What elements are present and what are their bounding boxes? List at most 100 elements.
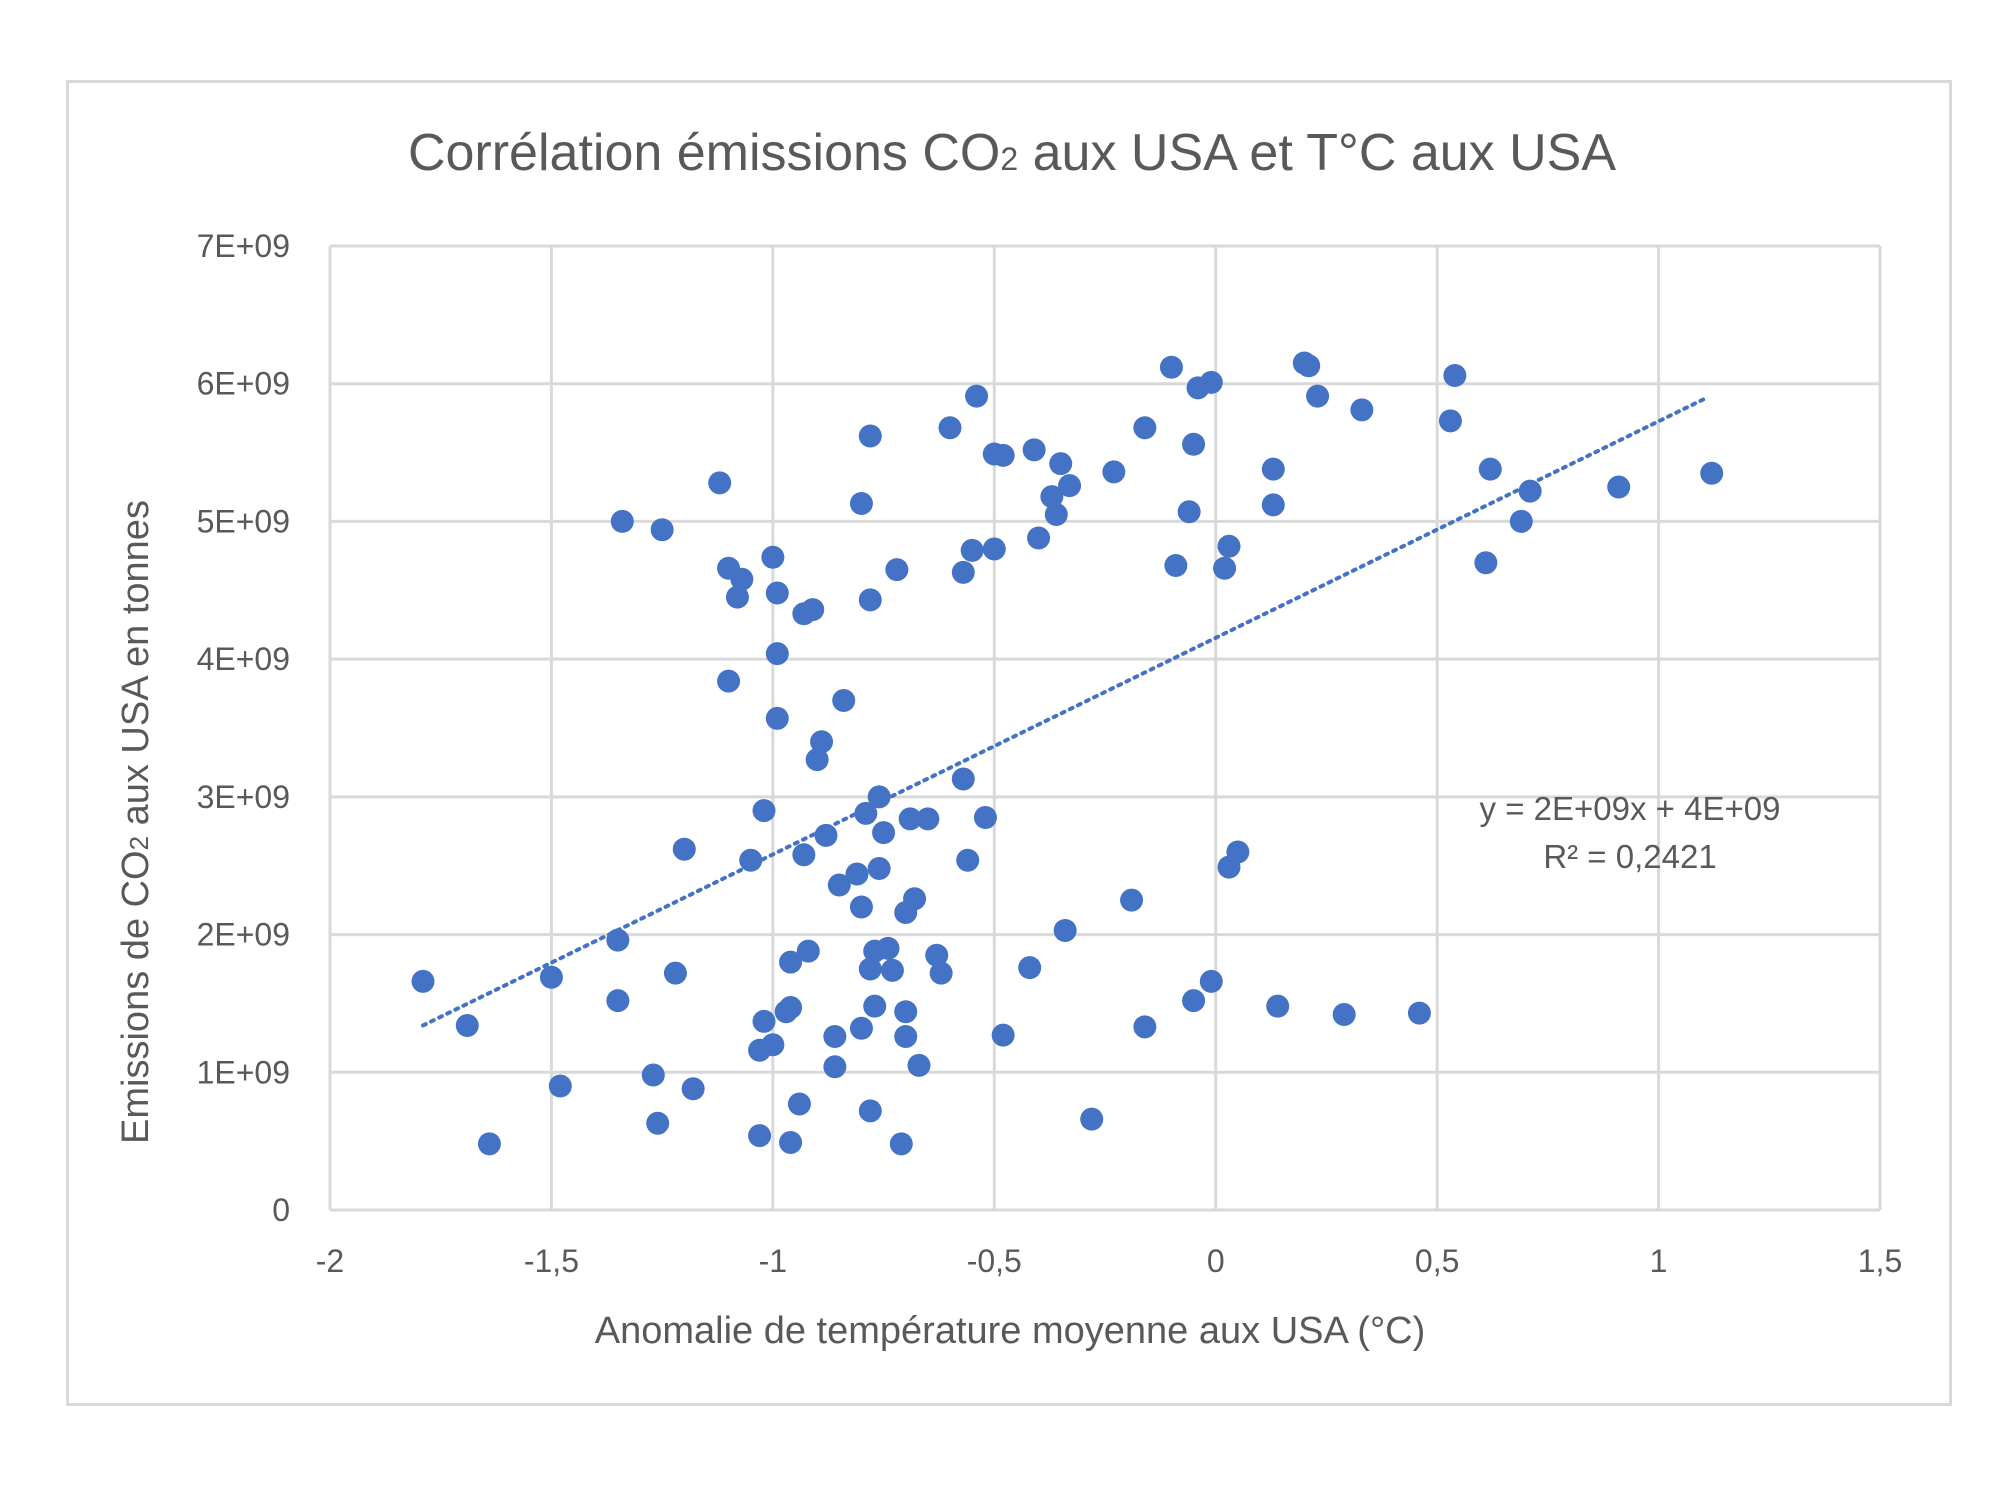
data-point — [1199, 969, 1223, 993]
data-point — [1478, 457, 1502, 481]
data-point — [858, 588, 882, 612]
data-point — [663, 961, 687, 985]
data-point — [1040, 485, 1064, 509]
data-point — [1509, 509, 1533, 533]
data-point — [876, 936, 900, 960]
data-point — [845, 862, 869, 886]
data-point — [761, 1033, 785, 1057]
y-axis-title-rest: aux USA en tonnes — [115, 500, 157, 836]
data-point — [730, 567, 754, 591]
data-point — [907, 1053, 931, 1077]
data-point — [1226, 840, 1250, 864]
data-point — [739, 848, 763, 872]
data-point — [1306, 384, 1330, 408]
x-tick-label: 1,5 — [1858, 1243, 1902, 1279]
data-point — [951, 560, 975, 584]
chart-frame — [66, 80, 1952, 1406]
data-point — [823, 1024, 847, 1048]
data-point — [805, 748, 829, 772]
data-point — [748, 1124, 772, 1148]
x-tick-label: -1,5 — [524, 1243, 579, 1279]
x-tick-label: -0,5 — [967, 1243, 1022, 1279]
data-point — [765, 642, 789, 666]
data-point — [1044, 503, 1068, 527]
data-point — [752, 799, 776, 823]
data-point — [1133, 416, 1157, 440]
data-point — [792, 843, 816, 867]
data-point — [1027, 526, 1051, 550]
data-point — [965, 384, 989, 408]
data-point — [982, 537, 1006, 561]
x-tick-labels: -2 -1,5 -1 -0,5 0 0,5 1 1,5 — [316, 1243, 1902, 1279]
data-point — [1018, 956, 1042, 980]
data-point — [1133, 1015, 1157, 1039]
data-point — [606, 989, 630, 1013]
data-point — [1700, 461, 1724, 485]
gridlines — [328, 244, 1882, 1212]
data-point — [854, 801, 878, 825]
data-point — [872, 821, 896, 845]
data-point — [858, 957, 882, 981]
y-tick-labels: 0 1E+09 2E+09 3E+09 4E+09 5E+09 6E+09 7E+09 — [197, 228, 290, 1228]
data-point — [938, 416, 962, 440]
y-tick-label: 2E+09 — [197, 917, 290, 953]
chart-title: Corrélation émissions CO2 aux USA et T°C… — [408, 124, 1616, 182]
data-point — [1159, 355, 1183, 379]
x-tick-label: 0 — [1207, 1243, 1225, 1279]
data-point — [796, 939, 820, 963]
data-point — [894, 1024, 918, 1048]
data-point — [1199, 370, 1223, 394]
data-point — [717, 669, 741, 693]
data-point — [1607, 475, 1631, 499]
x-tick-label: 0,5 — [1415, 1243, 1459, 1279]
data-point — [672, 837, 696, 861]
y-tick-label: 5E+09 — [197, 503, 290, 539]
data-point — [1438, 409, 1462, 433]
data-point — [801, 598, 825, 622]
data-point — [761, 545, 785, 569]
data-point — [960, 538, 984, 562]
data-point — [1297, 354, 1321, 378]
chart-title-subscript: 2 — [1000, 141, 1018, 177]
trendline-group — [421, 395, 1710, 1028]
data-point — [1261, 457, 1285, 481]
data-point — [894, 1000, 918, 1024]
data-point — [1407, 1001, 1431, 1025]
data-point — [973, 806, 997, 830]
data-point — [832, 688, 856, 712]
data-point — [889, 1132, 913, 1156]
trendline-equation: y = 2E+09x + 4E+09 — [1480, 790, 1781, 827]
data-point — [823, 1055, 847, 1079]
data-point — [898, 807, 922, 831]
data-point — [1177, 500, 1201, 524]
data-point — [681, 1077, 705, 1101]
data-point — [951, 767, 975, 791]
data-point — [1518, 479, 1542, 503]
data-point — [1474, 551, 1498, 575]
data-point — [411, 969, 435, 993]
data-point — [1332, 1002, 1356, 1026]
data-point — [956, 848, 980, 872]
data-point — [708, 471, 732, 495]
y-tick-label: 3E+09 — [197, 779, 290, 815]
y-axis-title-main: Emissions de CO — [115, 850, 157, 1144]
data-point — [903, 887, 927, 911]
data-point — [765, 706, 789, 730]
y-axis-title: Emissions de CO2 aux USA en tonnes — [115, 500, 157, 1144]
data-point — [1102, 460, 1126, 484]
data-point — [1164, 553, 1188, 577]
data-point — [1120, 888, 1144, 912]
data-point — [929, 961, 953, 985]
data-point — [1049, 452, 1073, 476]
data-point — [814, 823, 838, 847]
data-point — [1443, 363, 1467, 387]
data-point — [548, 1074, 572, 1098]
data-point — [779, 950, 803, 974]
data-point — [810, 730, 834, 754]
data-point — [867, 856, 891, 880]
data-point — [787, 1092, 811, 1116]
data-point — [1261, 493, 1285, 517]
data-point — [1217, 534, 1241, 558]
x-tick-label: -1 — [759, 1243, 787, 1279]
